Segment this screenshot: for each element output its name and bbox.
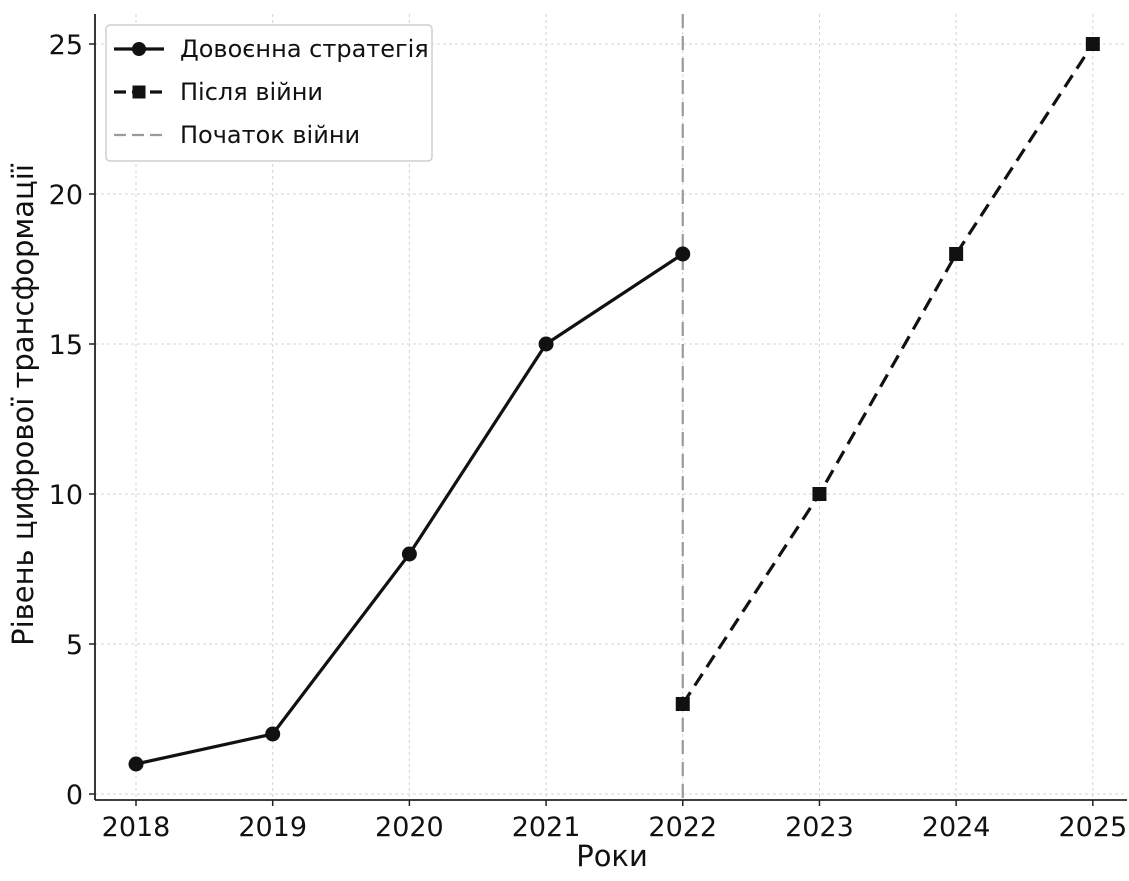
y-tick-label: 0 <box>66 780 83 811</box>
y-tick-label: 15 <box>49 330 83 361</box>
series-1 <box>128 246 691 772</box>
y-tick-label: 5 <box>66 630 83 661</box>
data-point <box>1085 37 1100 51</box>
tick-labels: 2018 2019 2020 2021 2022 2023 2024 202505101520… <box>49 30 1128 843</box>
series-2 <box>675 37 1100 711</box>
y-tick-label: 10 <box>49 480 83 511</box>
legend-marker <box>132 42 146 56</box>
data-point <box>812 487 827 501</box>
legend-entry-label: Початок війни <box>180 121 360 149</box>
x-tick-label: 2020 <box>375 812 444 843</box>
x-tick-label: 2021 <box>512 812 581 843</box>
x-tick-label: 2019 <box>238 812 307 843</box>
data-point <box>675 246 691 262</box>
axes <box>89 14 1127 806</box>
x-tick-label: 2025 <box>1058 812 1127 843</box>
y-tick-label: 20 <box>49 180 83 211</box>
grid <box>95 14 1127 800</box>
data-point <box>675 697 690 711</box>
x-tick-label: 2024 <box>922 812 991 843</box>
data-point <box>265 726 281 742</box>
x-axis-label: Роки <box>576 839 648 873</box>
legend-marker <box>132 85 146 99</box>
data-point <box>128 756 144 772</box>
series-line <box>681 43 1095 705</box>
series-layer <box>128 37 1100 772</box>
y-tick-label: 25 <box>49 30 83 61</box>
x-tick-label: 2023 <box>785 812 854 843</box>
x-tick-label: 2018 <box>102 812 171 843</box>
data-point <box>538 336 554 352</box>
y-axis-label: Рівень цифрової трансформації <box>6 163 40 646</box>
x-tick-label: 2022 <box>648 812 717 843</box>
data-point <box>401 546 417 562</box>
legend: Довоєнна стратегія Після війни Початок вій… <box>105 24 433 162</box>
legend-entry-label: Після війни <box>180 78 323 106</box>
data-point <box>949 247 964 261</box>
legend-box <box>105 24 433 162</box>
legend-entry-label: Довоєнна стратегія <box>180 35 429 63</box>
